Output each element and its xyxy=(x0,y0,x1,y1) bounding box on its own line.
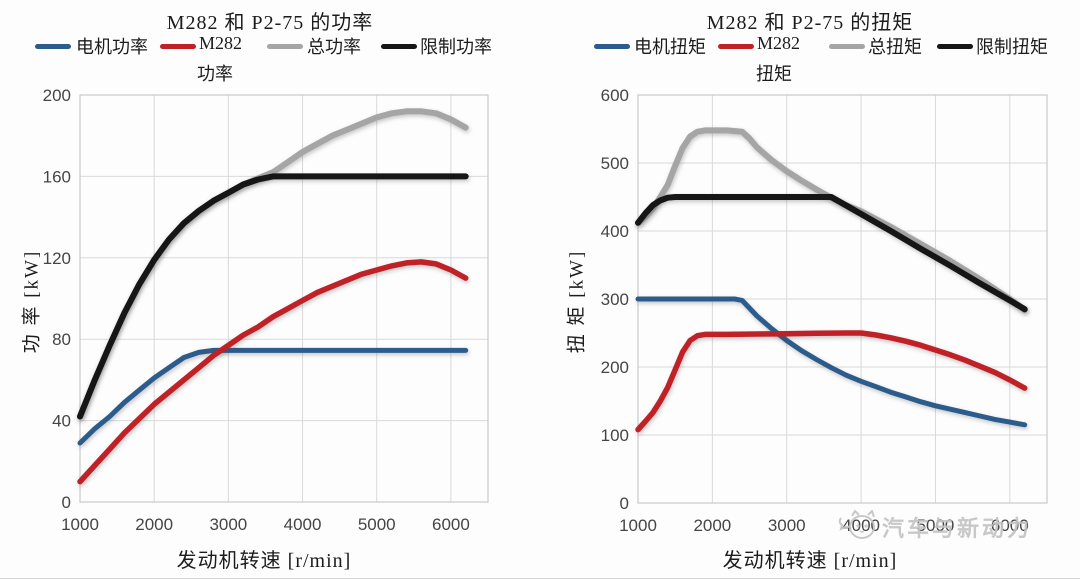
x-tick-label: 5000 xyxy=(358,515,396,534)
series-m282-power-line xyxy=(77,259,469,485)
x-tick-label: 3000 xyxy=(209,515,247,534)
torque-plot-area: 1000 2000 3000 4000 5000 60000100200300400500… xyxy=(601,86,1048,535)
watermark-cat-icon xyxy=(838,510,875,539)
y-tick-label: 0 xyxy=(620,494,629,513)
y-tick-label: 80 xyxy=(52,330,71,349)
torque-x-axis-label: 发动机转速 [r/min] xyxy=(722,550,898,572)
legend-label-total-power: 总功率 xyxy=(307,37,361,57)
y-tick-label: 400 xyxy=(601,222,629,241)
series-motor-torque-line xyxy=(635,296,1028,428)
legend-label2-m282-power: 功率 xyxy=(197,64,233,84)
x-tick-label: 6000 xyxy=(991,516,1029,535)
x-tick-label: 6000 xyxy=(432,515,470,534)
legend-label2-m282-torque: 扭矩 xyxy=(756,64,792,84)
legend-label-limit-torque: 限制扭矩 xyxy=(976,37,1048,57)
legend-label-limit-power: 限制功率 xyxy=(420,37,492,57)
legend-label-motor-power: 电机功率 xyxy=(76,37,148,57)
legend-swatch-total-torque xyxy=(829,44,865,49)
legend-swatch-m282-power xyxy=(160,44,196,49)
x-tick-label: 5000 xyxy=(917,516,955,535)
watermark-text: 汽车与新动力 xyxy=(882,516,1033,541)
series-total-torque-line xyxy=(635,127,1028,313)
y-tick-label: 600 xyxy=(601,86,629,105)
legend-label-motor-torque: 电机扭矩 xyxy=(634,37,706,57)
legend-swatch-motor-power xyxy=(35,44,71,49)
plot-frame xyxy=(79,94,489,503)
torque-chart-title: M282 和 P2-75 的扭矩 xyxy=(706,12,914,34)
x-tick-label: 3000 xyxy=(768,516,806,535)
series-limit-torque-line xyxy=(635,194,1028,313)
x-tick-label: 1000 xyxy=(619,516,657,535)
y-tick-label: 200 xyxy=(601,358,629,377)
x-tick-label: 2000 xyxy=(693,516,731,535)
series-motor-power-line xyxy=(77,347,469,446)
legend-label-m282-torque: M282 xyxy=(757,33,801,53)
power-x-axis-label: 发动机转速 [r/min] xyxy=(176,550,352,572)
series-m282-torque-line xyxy=(635,330,1028,433)
y-tick-label: 120 xyxy=(43,249,71,268)
y-tick-label: 100 xyxy=(601,426,629,445)
legend-label-m282-power: M282 xyxy=(199,33,243,53)
legend-swatch-limit-power xyxy=(381,44,417,49)
y-tick-label: 160 xyxy=(43,167,71,186)
series-limit-power-line xyxy=(77,173,469,420)
y-tick-label: 500 xyxy=(601,154,629,173)
y-tick-label: 0 xyxy=(62,493,71,512)
legend-swatch-motor-torque xyxy=(594,44,630,49)
x-tick-label: 4000 xyxy=(284,515,322,534)
x-tick-label: 2000 xyxy=(135,515,173,534)
legend-swatch-m282-torque xyxy=(718,44,754,49)
y-tick-label: 200 xyxy=(43,86,71,105)
watermark: 汽车与新动力 xyxy=(838,510,1032,544)
y-tick-label: 300 xyxy=(601,290,629,309)
power-plot-area: 1000 2000 3000 4000 5000 6000 0 40 80 120 160 200 xyxy=(43,86,489,534)
legend-swatch-limit-torque xyxy=(937,44,973,49)
x-tick-label: 1000 xyxy=(61,515,99,534)
legend-swatch-total-power xyxy=(267,44,303,49)
power-chart-title: M282 和 P2-75 的功率 xyxy=(166,12,374,34)
legend-label-total-torque: 总扭矩 xyxy=(868,37,922,57)
y-tick-label: 40 xyxy=(52,412,71,431)
